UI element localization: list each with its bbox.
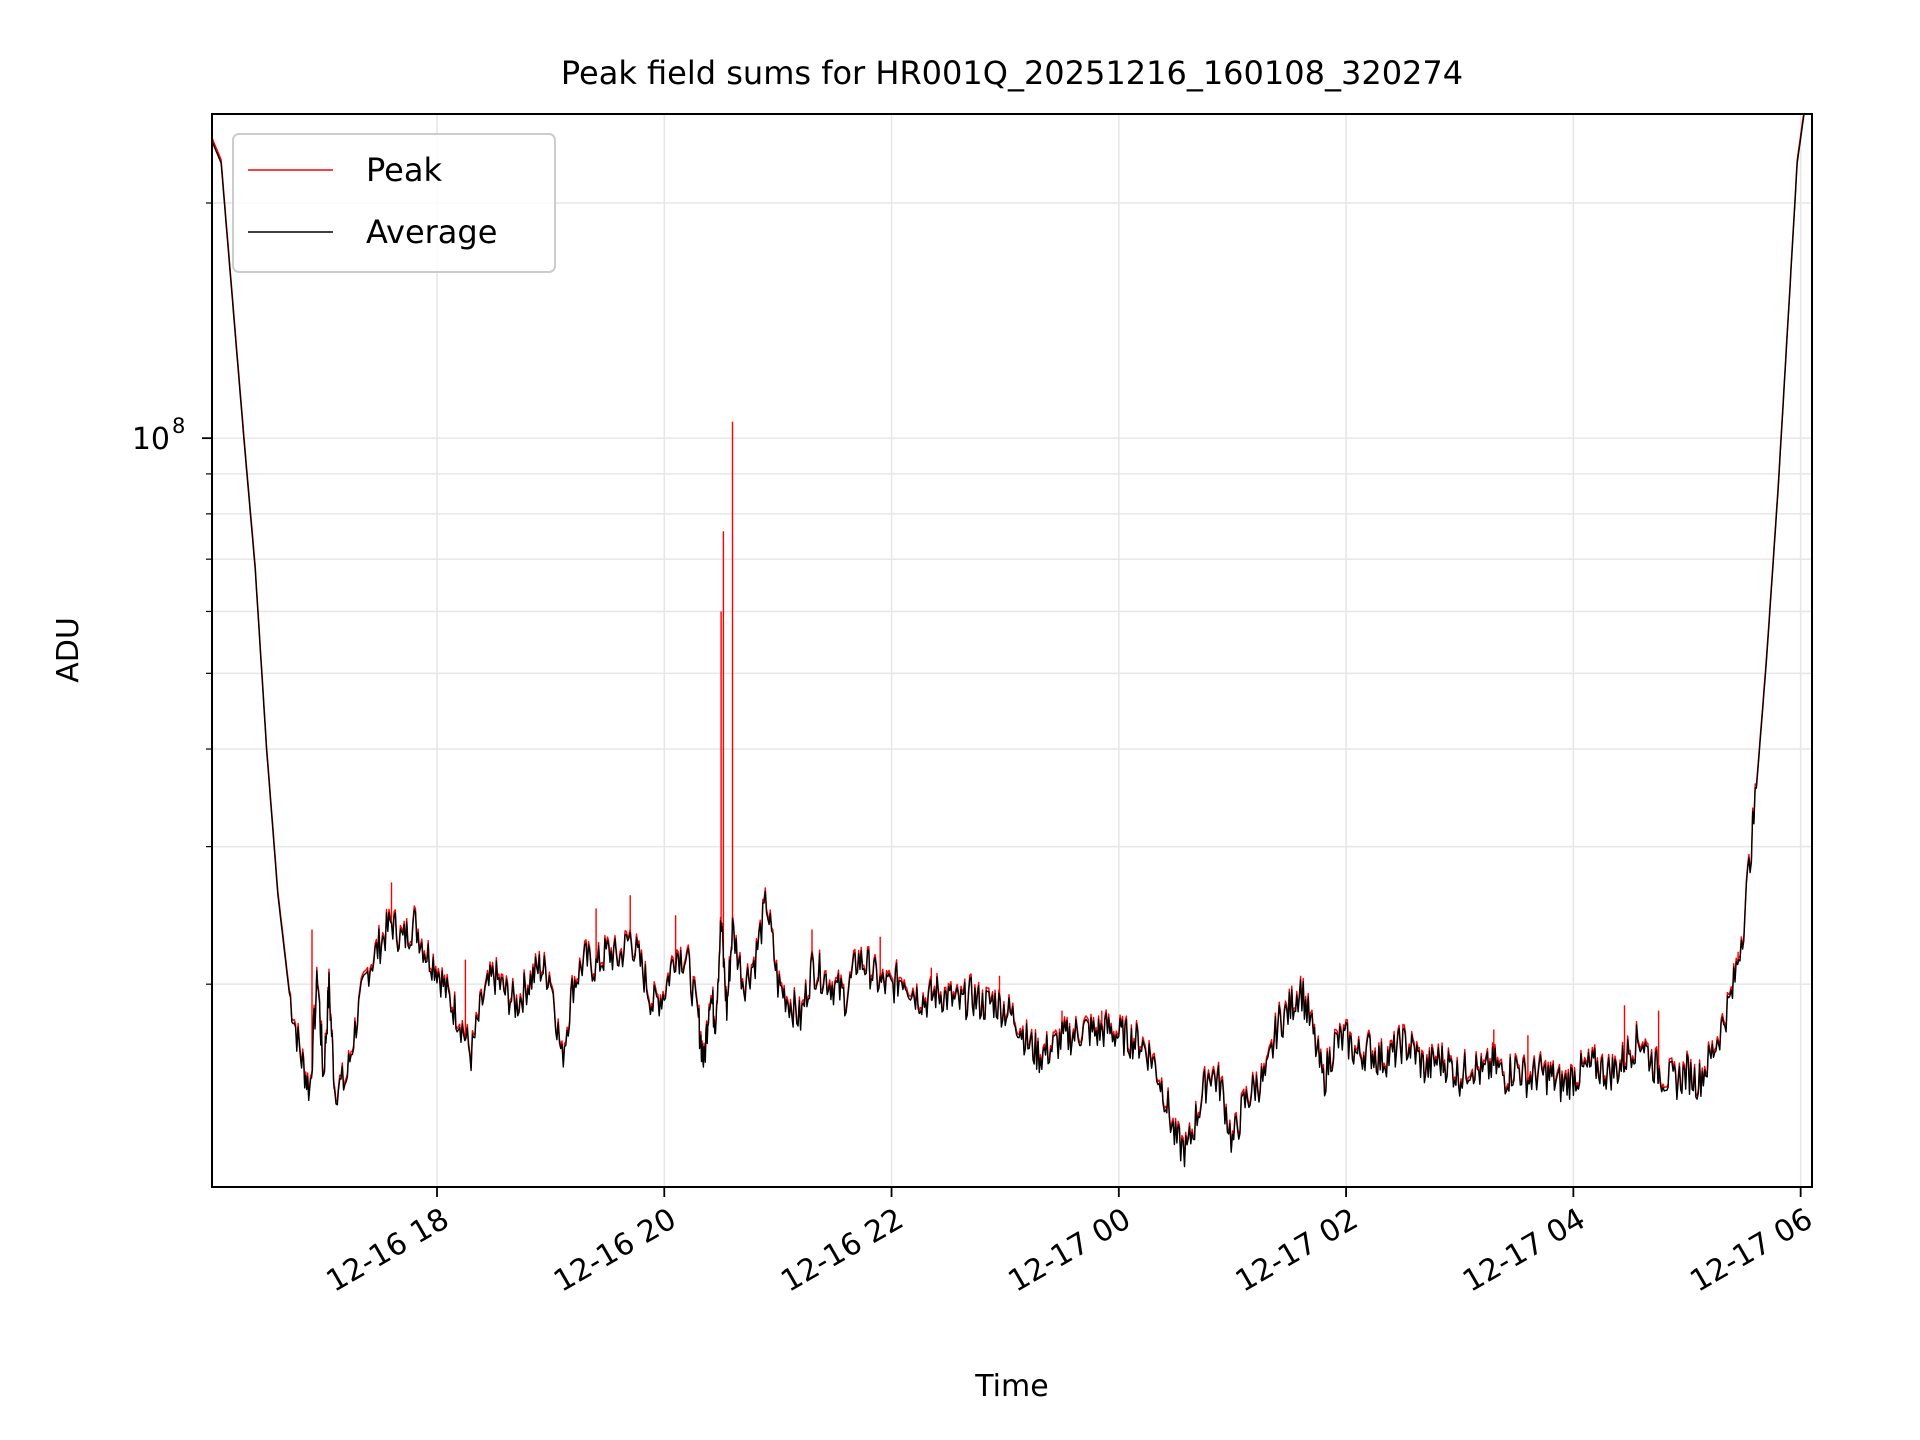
legend-box bbox=[232, 133, 556, 273]
grid bbox=[212, 114, 1812, 1187]
x-tick-label: 12-17 00 bbox=[1002, 1202, 1136, 1300]
plot-frame bbox=[211, 113, 1813, 1188]
chart-title: Peak field sums for HR001Q_20251216_1601… bbox=[561, 54, 1463, 92]
y-axis-label: ADU bbox=[51, 617, 86, 683]
legend: Peak Average bbox=[232, 133, 556, 273]
y-axis: 10 8 bbox=[132, 202, 212, 985]
x-tick-label: 12-17 02 bbox=[1230, 1202, 1364, 1300]
x-tick-label: 12-16 18 bbox=[321, 1202, 455, 1300]
x-tick-label: 12-17 04 bbox=[1457, 1202, 1591, 1300]
y-tick-label-base: 10 bbox=[132, 422, 170, 457]
x-axis-label: Time bbox=[974, 1369, 1048, 1404]
x-axis: 12-16 18 12-16 20 12-16 22 12-17 00 12-17 02… bbox=[321, 1187, 1819, 1299]
y-tick-label-exponent: 8 bbox=[172, 414, 185, 438]
x-tick-label: 12-16 22 bbox=[775, 1202, 909, 1300]
x-tick-label: 12-17 06 bbox=[1684, 1202, 1818, 1300]
x-tick-label: 12-16 20 bbox=[548, 1202, 682, 1300]
legend-peak-label: Peak bbox=[366, 151, 442, 189]
average-series-line bbox=[211, 113, 1805, 1168]
legend-average-label: Average bbox=[366, 213, 497, 251]
series-group bbox=[211, 113, 1805, 1168]
